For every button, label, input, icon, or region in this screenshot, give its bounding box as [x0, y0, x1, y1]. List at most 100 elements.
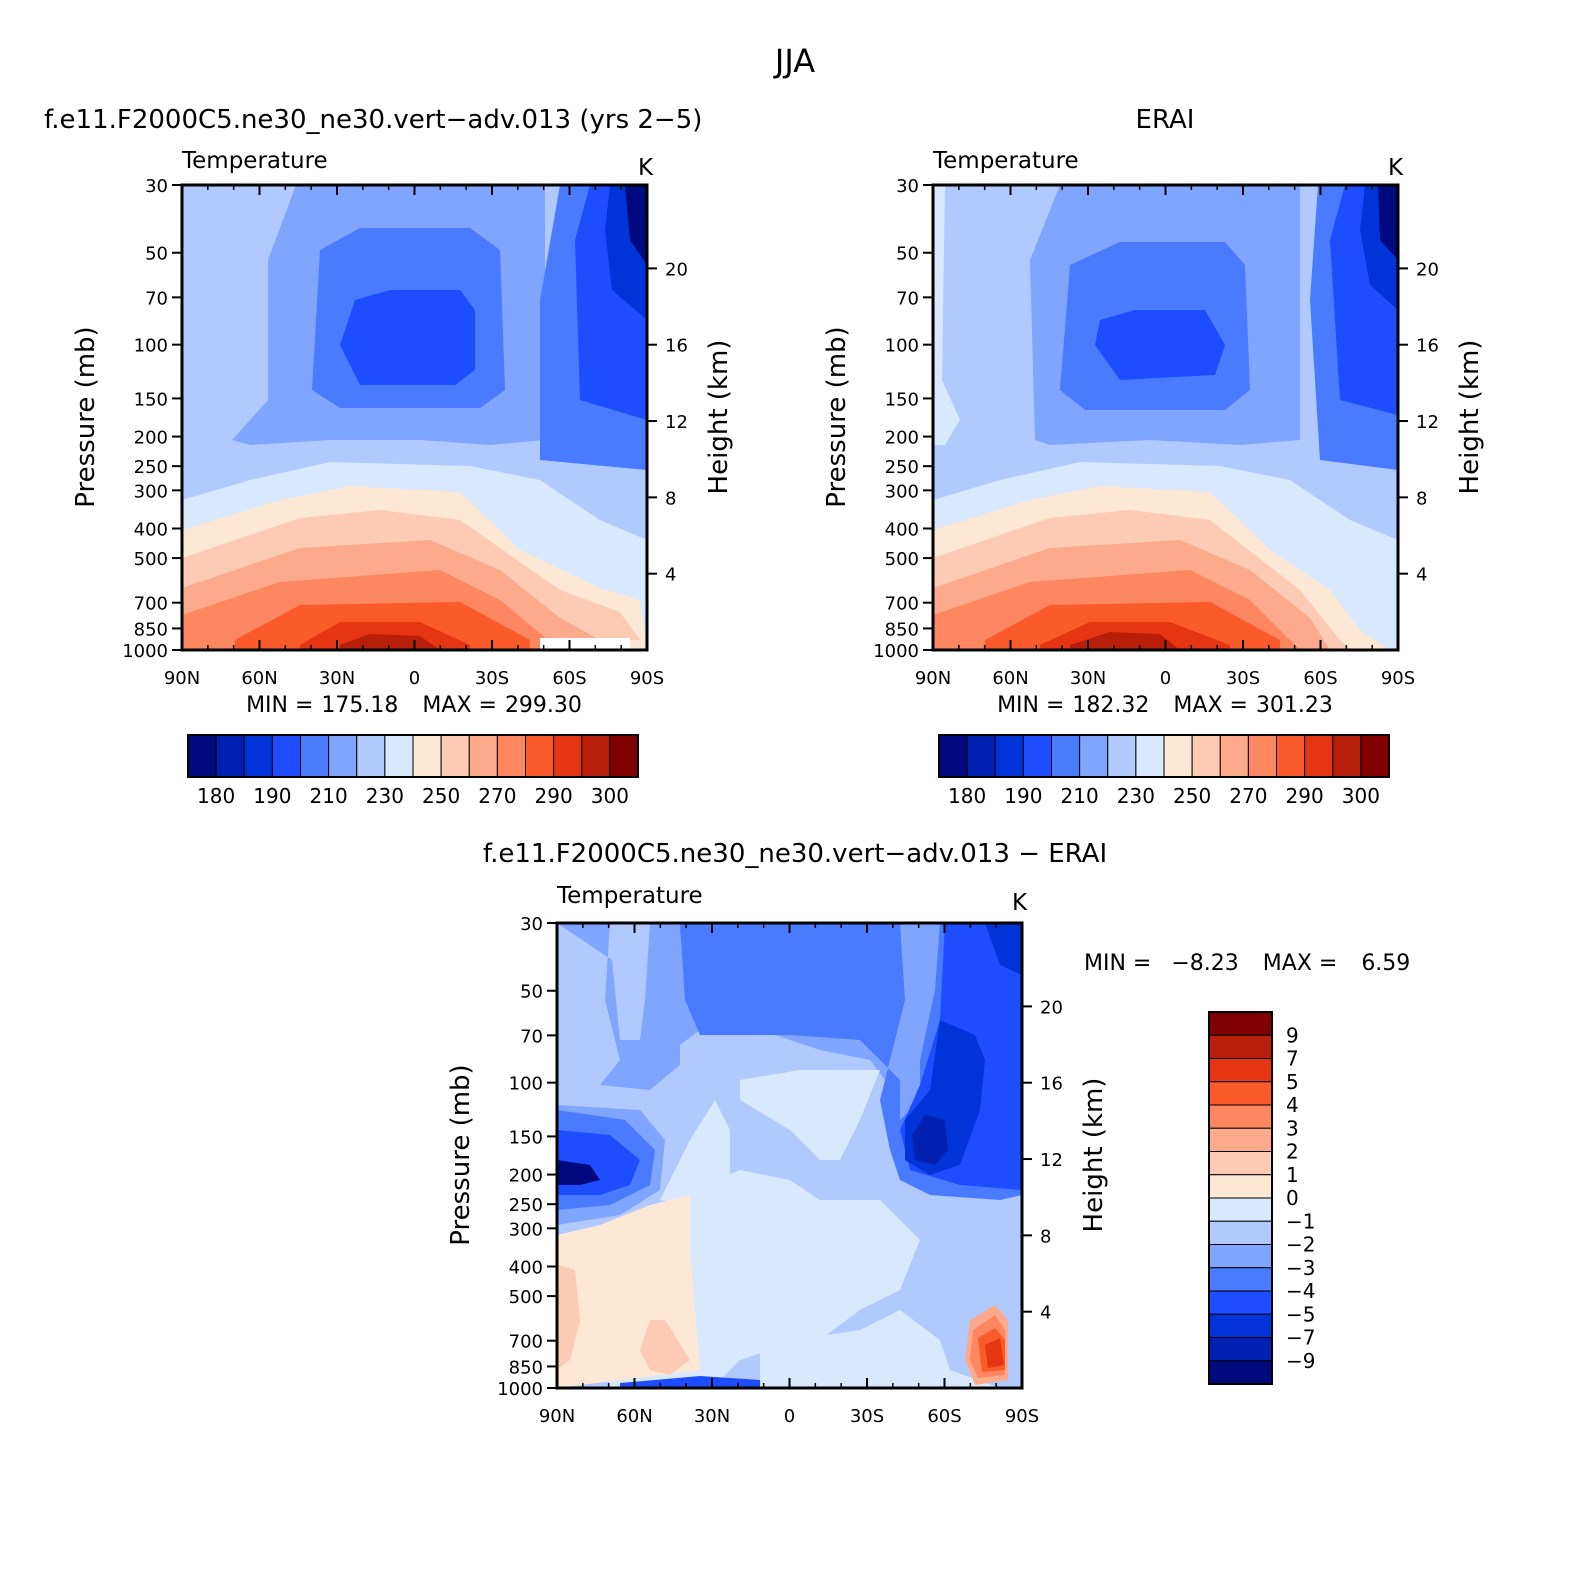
colorbar-swatch [1079, 734, 1109, 778]
colorbar-swatch [271, 734, 301, 778]
panel-model-field-label: Temperature [181, 148, 328, 174]
colorbar-swatch [609, 734, 639, 778]
colorbar-swatch [1247, 734, 1277, 778]
panel-erai-axes: 90N 60N 30N 0 30S 60S 90S 30 50 70 100 150 200 250 300… [873, 176, 1439, 689]
x-tick-label: 60S [1303, 668, 1337, 689]
y-tick-label: 200 [885, 428, 919, 449]
y-tick-label: 150 [885, 389, 919, 410]
panel-model-colorbar: 180 190 210 230 250 270 290 300 [187, 734, 639, 808]
colorbar-swatch [1208, 1220, 1273, 1245]
y-tick-label: 500 [885, 549, 919, 570]
colorbar-label: 4 [1286, 1093, 1299, 1117]
colorbar-swatch [1208, 1290, 1273, 1315]
x-tick-label: 0 [409, 668, 420, 689]
colorbar-swatch [187, 734, 217, 778]
colorbar-label: 7 [1286, 1047, 1299, 1071]
x-tick-label: 30N [694, 1406, 730, 1427]
colorbar-label: −7 [1286, 1326, 1315, 1350]
colorbar-label: 250 [1173, 784, 1211, 808]
panel-erai-contours [933, 185, 1398, 650]
colorbar-label: 210 [1061, 784, 1099, 808]
contour-band-230-west [933, 185, 960, 445]
colorbar-label: 2 [1286, 1140, 1299, 1164]
panel-erai-y2label: Height (km) [1455, 340, 1485, 495]
colorbar-label: 230 [1117, 784, 1155, 808]
colorbar-swatch [553, 734, 583, 778]
colorbar-swatch [525, 734, 555, 778]
contour-band-175 [1378, 185, 1398, 260]
colorbar-label: 290 [1286, 784, 1324, 808]
colorbar-swatch [1208, 1244, 1273, 1269]
colorbar-swatch [1208, 1151, 1273, 1176]
y-tick-label: 50 [896, 244, 919, 265]
contour-band-plus2-mid [640, 1320, 690, 1375]
colorbar-swatch [1208, 1267, 1273, 1292]
colorbar-swatch [1208, 1313, 1273, 1338]
y-tick-label: 250 [134, 457, 168, 478]
contour-band-190-core [340, 290, 475, 385]
y-tick-label: 70 [896, 288, 919, 309]
panel-difference: f.e11.F2000C5.ne30_ne30.vert−adv.013 − E… [446, 839, 1410, 1427]
colorbar-swatch [1332, 734, 1362, 778]
x-tick-label: 90N [164, 668, 200, 689]
panel-difference-title: f.e11.F2000C5.ne30_ne30.vert−adv.013 − E… [483, 839, 1107, 869]
y-tick-label: 100 [509, 1074, 543, 1095]
contour-band-175 [625, 185, 647, 265]
y-tick-label: 1000 [497, 1379, 543, 1400]
colorbar-swatch [1208, 1058, 1273, 1083]
y2-tick-label: 12 [1040, 1150, 1063, 1171]
y-tick-label: 150 [509, 1127, 543, 1148]
y-tick-label: 850 [134, 619, 168, 640]
colorbar-frame [938, 734, 1390, 778]
panel-model-axes: 90N 60N 30N 0 30S 60S 90S 30 50 70 100 150 200 250 300… [122, 176, 688, 689]
panel-model-y2label: Height (km) [704, 340, 734, 495]
colorbar-swatch [581, 734, 611, 778]
panel-difference-units: K [1012, 890, 1028, 916]
colorbar-swatch [1276, 734, 1306, 778]
colorbar-label: −5 [1286, 1302, 1315, 1326]
y-tick-label: 1000 [122, 641, 168, 662]
y-tick-label: 150 [134, 389, 168, 410]
x-tick-label: 60S [927, 1406, 961, 1427]
y2-tick-label: 20 [1416, 259, 1439, 280]
panel-erai-field-label: Temperature [932, 148, 1079, 174]
contour-band-plus2-south [557, 1265, 580, 1370]
colorbar-swatch [215, 734, 245, 778]
y2-tick-label: 4 [1416, 565, 1427, 586]
y-tick-label: 850 [509, 1357, 543, 1378]
y2-tick-label: 8 [665, 488, 676, 509]
contour-band-minus3-core [680, 930, 810, 1030]
colorbar-swatch [1051, 734, 1081, 778]
x-tick-label: 0 [1160, 668, 1171, 689]
colorbar-swatch [1208, 1081, 1273, 1106]
colorbar-swatch [496, 734, 526, 778]
colorbar-swatch [1208, 1337, 1273, 1362]
colorbar-frame [187, 734, 639, 778]
colorbar-label: 270 [478, 784, 516, 808]
y-tick-label: 400 [885, 519, 919, 540]
y2-tick-label: 16 [1040, 1074, 1063, 1095]
colorbar-swatch [356, 734, 386, 778]
y-tick-label: 250 [885, 457, 919, 478]
colorbar-swatch [1208, 1034, 1273, 1059]
panel-model-units: K [638, 155, 654, 181]
y-tick-label: 30 [896, 176, 919, 197]
y-tick-label: 100 [885, 336, 919, 357]
panel-erai-title: ERAI [1136, 105, 1195, 135]
x-tick-label: 60N [241, 668, 277, 689]
y2-tick-label: 20 [665, 259, 688, 280]
colorbar-label: −9 [1286, 1349, 1315, 1373]
colorbar-frame [1208, 1011, 1273, 1385]
colorbar-swatch [1208, 1104, 1273, 1129]
colorbar-label: −2 [1286, 1233, 1315, 1257]
x-tick-label: 90S [1381, 668, 1415, 689]
panel-erai-units: K [1388, 155, 1404, 181]
x-tick-label: 60N [992, 668, 1028, 689]
colorbar-label: 300 [1342, 784, 1380, 808]
colorbar-label: 270 [1229, 784, 1267, 808]
panel-model-stats: MIN = 175.18 MAX = 299.30 [246, 693, 582, 718]
y-tick-label: 30 [520, 914, 543, 935]
x-tick-label: 90S [630, 668, 664, 689]
y-tick-label: 500 [509, 1287, 543, 1308]
